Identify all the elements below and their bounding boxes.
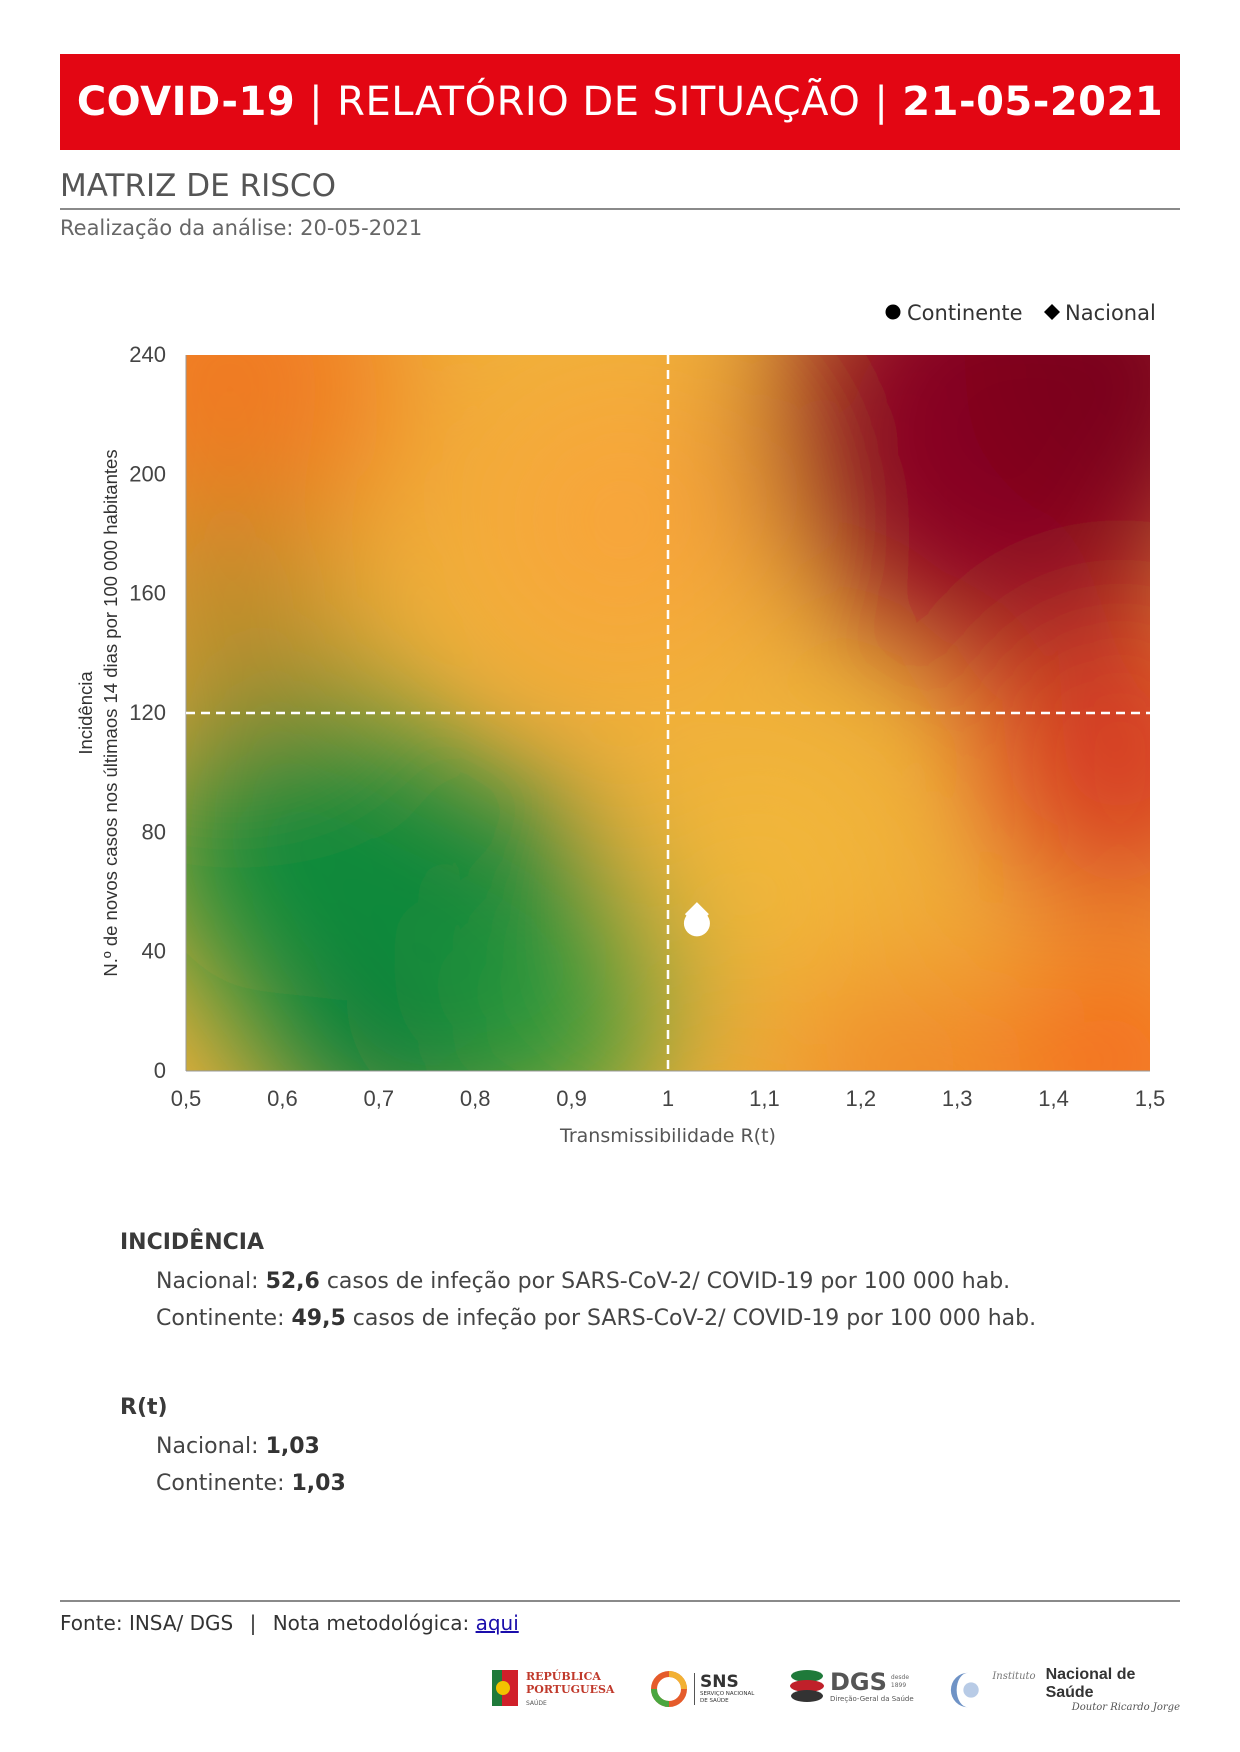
y-tick-label: 200 — [129, 461, 166, 486]
incidencia-continente-value: 49,5 — [291, 1306, 346, 1331]
report-header-banner: COVID-19 | RELATÓRIO DE SITUAÇÃO | 21-05… — [60, 54, 1180, 150]
x-axis-title: Transmissibilidade R(t) — [559, 1125, 776, 1147]
dgs-since-label: desde — [890, 1674, 910, 1681]
republica-emblem-icon — [492, 1670, 518, 1706]
insa-sub: Doutor Ricardo Jorge — [1071, 1702, 1180, 1713]
legend-continente-marker — [885, 304, 901, 320]
y-tick-label: 80 — [142, 819, 166, 844]
incidencia-continente: Continente: 49,5 casos de infeção por SA… — [156, 1306, 1036, 1331]
x-tick-label: 1 — [662, 1086, 674, 1111]
rt-nacional-label: Nacional: — [156, 1434, 266, 1459]
section-title: MATRIZ DE RISCO — [60, 168, 336, 204]
section-divider — [60, 208, 1180, 210]
sns-logo: SNS SERVIÇO NACIONAL DE SAÚDE — [650, 1670, 754, 1708]
rt-continente-value: 1,03 — [291, 1471, 346, 1496]
footer-logos: REPÚBLICA PORTUGUESA SAÚDE SNS SERVIÇO N… — [490, 1664, 1180, 1724]
incidencia-continente-text: casos de infeção por SARS-CoV-2/ COVID-1… — [345, 1306, 1037, 1331]
methodology-note-link[interactable]: aqui — [475, 1611, 519, 1635]
x-tick-label: 1,1 — [749, 1086, 780, 1111]
x-tick-label: 1,4 — [1038, 1086, 1069, 1111]
incidencia-nacional-text: casos de infeção por SARS-CoV-2/ COVID-1… — [319, 1269, 1011, 1294]
x-tick-label: 1,5 — [1135, 1086, 1166, 1111]
y-tick-label: 40 — [142, 939, 166, 964]
rt-continente: Continente: 1,03 — [156, 1471, 346, 1496]
dgs-logo: DGS desde 1899 Direção-Geral da Saúde — [788, 1668, 914, 1704]
incidencia-nacional-value: 52,6 — [265, 1269, 320, 1294]
insa-main: Nacional de Saúde — [1045, 1666, 1136, 1701]
header-separator-1: | — [309, 79, 324, 125]
analysis-date: Realização da análise: 20-05-2021 — [60, 216, 423, 240]
rt-continente-label: Continente: — [156, 1471, 292, 1496]
republica-line2: PORTUGUESA — [526, 1682, 615, 1696]
x-tick-label: 1,2 — [846, 1086, 877, 1111]
dgs-emblem-icon — [790, 1670, 824, 1702]
rt-nacional: Nacional: 1,03 — [156, 1434, 346, 1459]
x-tick-label: 0,7 — [364, 1086, 395, 1111]
sns-sub2: DE SAÚDE — [700, 1698, 729, 1704]
legend-continente-label: Continente — [907, 301, 1023, 325]
y-tick-label: 240 — [129, 342, 166, 367]
chart-axes: 0,5 0,6 0,7 0,8 0,9 1 1,1 1,2 1,3 1,4 1,5 0 40 80 120 1… — [129, 342, 1165, 1111]
x-tick-label: 0,5 — [171, 1086, 202, 1111]
risk-gradient-background — [186, 355, 1150, 1071]
chart-legend: Continente Nacional — [885, 301, 1156, 325]
header-covid: COVID-19 — [76, 79, 296, 125]
footer-note-label: Nota metodológica: — [272, 1611, 470, 1635]
incidencia-nacional: Nacional: 52,6 casos de infeção por SARS… — [156, 1269, 1036, 1294]
sns-sub1: SERVIÇO NACIONAL — [700, 1691, 755, 1697]
x-tick-label: 1,3 — [942, 1086, 973, 1111]
y-tick-label: 0 — [154, 1058, 166, 1083]
rt-section: R(t) Nacional: 1,03 Continente: 1,03 — [120, 1395, 346, 1496]
footer-source: Fonte: INSA/ DGS | Nota metodológica: aq… — [60, 1611, 519, 1635]
insa-pre: Instituto — [992, 1671, 1036, 1682]
x-tick-label: 0,6 — [267, 1086, 298, 1111]
footer-divider — [60, 1600, 1180, 1602]
risk-matrix-chart: 0,5 0,6 0,7 0,8 0,9 1 1,1 1,2 1,3 1,4 1,5 0 40 80 120 1… — [75, 301, 1165, 1147]
republica-portuguesa-logo: REPÚBLICA PORTUGUESA SAÚDE — [490, 1668, 614, 1708]
dgs-since-year: 1899 — [890, 1682, 907, 1689]
rt-heading: R(t) — [120, 1395, 168, 1420]
incidencia-nacional-label: Nacional: — [156, 1269, 266, 1294]
rt-nacional-value: 1,03 — [265, 1434, 320, 1459]
nacional-point — [684, 902, 709, 927]
footer-source-text: Fonte: INSA/ DGS — [60, 1611, 234, 1635]
dgs-sub: Direção-Geral da Saúde — [830, 1695, 914, 1703]
legend-nacional-label: Nacional — [1065, 301, 1156, 325]
republica-line3: SAÚDE — [526, 1699, 547, 1707]
x-tick-label: 0,9 — [556, 1086, 587, 1111]
insa-logo: Instituto Nacional de Saúde Doutor Ricar… — [948, 1666, 1180, 1713]
y-tick-label: 160 — [129, 581, 166, 606]
x-tick-label: 0,8 — [460, 1086, 491, 1111]
insa-emblem-icon — [950, 1672, 979, 1707]
chart-marks — [186, 355, 1150, 1071]
y-axis-title-line2: N.º de novos casos nos últimaos 14 dias … — [100, 449, 121, 976]
header-date: 21-05-2021 — [902, 79, 1164, 125]
header-separator-2: | — [874, 79, 889, 125]
sns-ring-icon — [651, 1671, 687, 1707]
y-axis-title-line1: Incidência — [75, 671, 96, 755]
y-tick-label: 120 — [129, 700, 166, 725]
header-report-title: RELATÓRIO DE SITUAÇÃO — [337, 79, 861, 125]
dgs-text: DGS — [830, 1668, 887, 1696]
republica-line1: REPÚBLICA — [526, 1669, 601, 1683]
incidencia-continente-label: Continente: — [156, 1306, 292, 1331]
legend-nacional-marker — [1044, 304, 1060, 320]
footer-separator: | — [249, 1611, 257, 1635]
incidencia-section: INCIDÊNCIA Nacional: 52,6 casos de infeç… — [120, 1230, 1036, 1331]
sns-text: SNS — [700, 1672, 739, 1692]
incidencia-heading: INCIDÊNCIA — [120, 1230, 264, 1255]
